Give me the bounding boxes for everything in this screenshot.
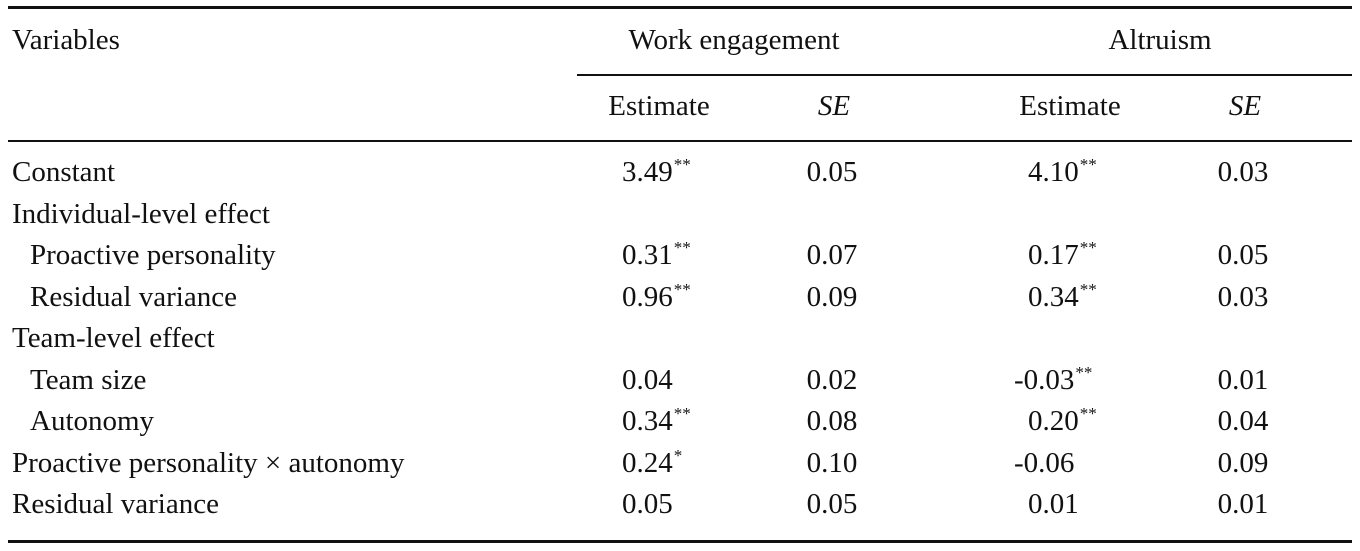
header-altruism: Altruism xyxy=(1108,24,1212,56)
al-estimate: -0.03** xyxy=(1014,363,1093,396)
we-se: 0.09 xyxy=(806,281,858,313)
al-se: 0.09 xyxy=(1217,447,1269,479)
header-we-estimate: Estimate xyxy=(608,90,710,122)
row-label: Residual variance xyxy=(12,488,219,520)
row-label: Proactive personality xyxy=(30,239,276,271)
al-estimate: 0.34** xyxy=(1028,280,1097,313)
we-se: 0.05 xyxy=(806,156,858,188)
we-se: 0.05 xyxy=(806,488,858,520)
row-label: Team size xyxy=(30,364,147,396)
we-estimate: 0.34** xyxy=(622,404,691,437)
we-estimate: 0.04 xyxy=(622,364,673,396)
table-top-rule xyxy=(8,6,1352,9)
al-se: 0.04 xyxy=(1217,405,1269,437)
we-estimate: 0.31** xyxy=(622,238,691,271)
we-estimate: 0.96** xyxy=(622,280,691,313)
column-group-rule xyxy=(577,74,1352,76)
al-estimate: 0.20** xyxy=(1028,404,1097,437)
we-se: 0.07 xyxy=(806,239,858,271)
header-al-estimate: Estimate xyxy=(1019,90,1121,122)
al-se: 0.05 xyxy=(1217,239,1269,271)
header-bottom-rule xyxy=(8,140,1352,142)
al-estimate: 0.17** xyxy=(1028,238,1097,271)
header-work-engagement: Work engagement xyxy=(628,24,840,56)
al-se: 0.01 xyxy=(1217,364,1269,396)
we-estimate: 0.05 xyxy=(622,488,673,520)
al-se: 0.03 xyxy=(1217,156,1269,188)
al-estimate: 0.01 xyxy=(1028,488,1079,520)
header-we-se: SE xyxy=(817,90,851,122)
row-label: Constant xyxy=(12,156,116,188)
al-se: 0.03 xyxy=(1217,281,1269,313)
we-estimate: 0.24* xyxy=(622,446,683,479)
table-bottom-rule xyxy=(8,540,1352,543)
header-variables: Variables xyxy=(12,24,120,56)
we-estimate: 3.49** xyxy=(622,155,691,188)
section-label: Team-level effect xyxy=(12,322,215,354)
row-label: Autonomy xyxy=(30,405,155,437)
header-al-se: SE xyxy=(1228,90,1262,122)
row-label: Proactive personality × autonomy xyxy=(12,447,405,479)
we-se: 0.02 xyxy=(806,364,858,396)
al-se: 0.01 xyxy=(1217,488,1269,520)
we-se: 0.08 xyxy=(806,405,858,437)
we-se: 0.10 xyxy=(806,447,858,479)
row-label: Residual variance xyxy=(30,281,237,313)
al-estimate: 4.10** xyxy=(1028,155,1097,188)
section-label: Individual-level effect xyxy=(12,198,270,230)
al-estimate: -0.06 xyxy=(1014,447,1075,479)
